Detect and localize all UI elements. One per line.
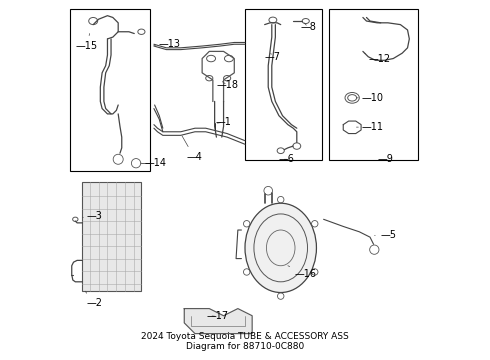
- Bar: [70, 9, 150, 171]
- Text: 2024 Toyota Sequoia TUBE & ACCESSORY ASS
Diagram for 88710-0C880: 2024 Toyota Sequoia TUBE & ACCESSORY ASS…: [141, 332, 349, 351]
- Text: —16: —16: [288, 266, 317, 279]
- Bar: [82, 182, 142, 291]
- Bar: [245, 9, 322, 160]
- Text: —12: —12: [365, 53, 391, 64]
- Text: —13: —13: [154, 39, 180, 49]
- Text: —4: —4: [182, 136, 202, 162]
- Text: —9: —9: [377, 154, 393, 164]
- Text: —15: —15: [75, 33, 98, 51]
- Text: —6: —6: [279, 154, 295, 164]
- Text: —7: —7: [265, 52, 281, 62]
- Text: —11: —11: [356, 122, 383, 132]
- Text: —3: —3: [82, 211, 102, 221]
- Text: —1: —1: [216, 117, 232, 127]
- Text: —17: —17: [206, 311, 228, 321]
- Text: —10: —10: [356, 93, 383, 103]
- Text: —18: —18: [217, 80, 239, 90]
- Bar: [329, 9, 417, 160]
- Text: —8: —8: [300, 22, 316, 32]
- Ellipse shape: [245, 203, 317, 293]
- Text: —14: —14: [141, 158, 166, 168]
- Text: —5: —5: [374, 230, 397, 240]
- Text: —2: —2: [85, 291, 102, 308]
- Polygon shape: [184, 309, 252, 334]
